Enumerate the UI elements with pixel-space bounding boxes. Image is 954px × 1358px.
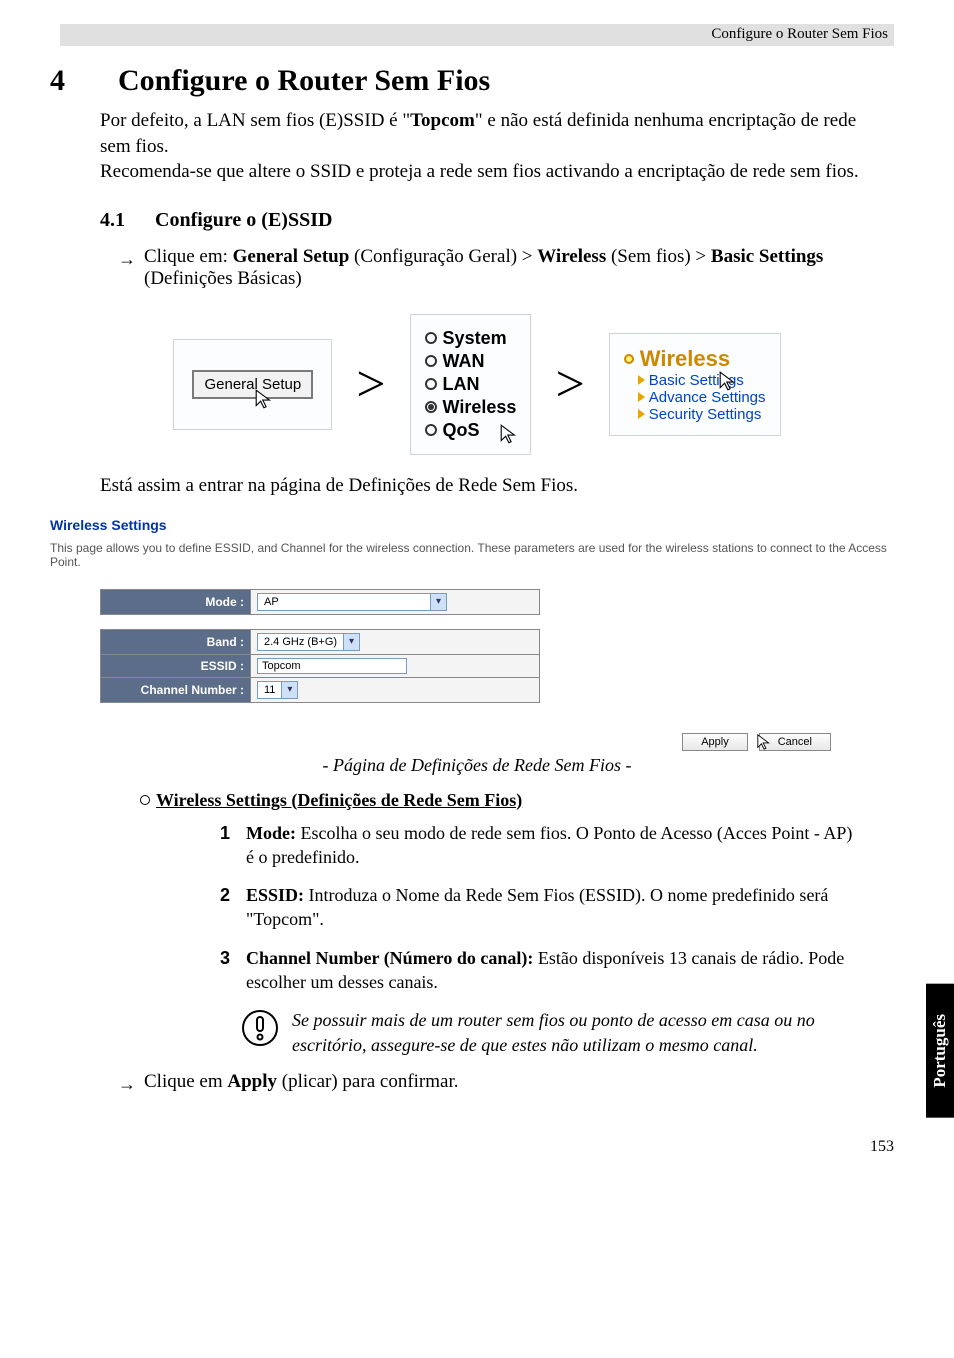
header-bar: Configure o Router Sem Fios — [60, 24, 894, 46]
menu-wan[interactable]: WAN — [425, 350, 517, 373]
bullet-icon — [624, 354, 634, 364]
radio-icon — [425, 355, 437, 367]
section-number: 4 — [50, 64, 90, 98]
steps-list: Mode: Escolha o seu modo de rede sem fio… — [220, 821, 854, 995]
subsection-title: Configure o (E)SSID — [155, 209, 332, 232]
nav-panel-2: System WAN LAN Wireless QoS — [410, 314, 532, 455]
nav-panel-1: General Setup — [173, 339, 332, 430]
chevron-down-icon: ▾ — [343, 634, 359, 650]
radio-selected-icon — [425, 401, 437, 413]
cursor-icon — [756, 733, 774, 751]
navigation-figure: General Setup > System WAN LAN Wireless … — [40, 314, 914, 455]
mode-label: Mode : — [101, 589, 251, 614]
ws-settings-table: Band : 2.4 GHz (B+G)▾ ESSID : Topcom Cha… — [100, 629, 540, 703]
apply-instruction: → Clique em Apply (plicar) para confirma… — [118, 1071, 874, 1098]
essid-label: ESSID : — [101, 654, 251, 677]
general-setup-button[interactable]: General Setup — [192, 370, 313, 399]
subsection-heading: 4.1 Configure o (E)SSID — [40, 209, 914, 232]
chevron-icon: > — [549, 355, 590, 414]
triangle-icon — [638, 392, 645, 402]
arrow-icon: → — [118, 246, 136, 273]
channel-label: Channel Number : — [101, 677, 251, 702]
apply-button[interactable]: Apply — [682, 733, 748, 751]
note-text: Se possuir mais de um router sem fios ou… — [292, 1008, 854, 1057]
ws-title: Wireless Settings — [50, 517, 904, 533]
cursor-icon — [718, 370, 740, 392]
ws-mode-table: Mode : AP▾ — [100, 589, 540, 615]
link-security-settings[interactable]: Security Settings — [624, 406, 766, 423]
nav-panel-3: Wireless Basic Settings Advance Settings… — [609, 333, 781, 436]
intro-p2: Recomenda-se que altere o SSID e proteja… — [100, 159, 874, 185]
enter-text: Está assim a entrar na página de Definiç… — [100, 473, 874, 499]
step-2: ESSID: Introduza o Nome da Rede Sem Fios… — [220, 883, 854, 932]
header-breadcrumb: Configure o Router Sem Fios — [711, 26, 888, 43]
info-icon — [240, 1008, 280, 1053]
band-label: Band : — [101, 629, 251, 654]
channel-select[interactable]: 11▾ — [257, 681, 298, 699]
link-basic-settings[interactable]: Basic Settings — [624, 372, 766, 389]
intro-p1: Por defeito, a LAN sem fios (E)SSID é "T… — [100, 108, 874, 159]
wireless-heading: Wireless — [624, 346, 766, 372]
triangle-icon — [638, 375, 645, 385]
cursor-icon — [499, 423, 521, 445]
menu-wireless[interactable]: Wireless — [425, 396, 517, 419]
step-1: Mode: Escolha o seu modo de rede sem fio… — [220, 821, 854, 870]
settings-list-heading: Wireless Settings (Definições de Rede Se… — [140, 790, 914, 811]
section-title: Configure o Router Sem Fios — [118, 64, 490, 98]
arrow-icon: → — [118, 1071, 136, 1098]
radio-icon — [425, 424, 437, 436]
mode-select[interactable]: AP▾ — [257, 593, 447, 611]
band-select[interactable]: 2.4 GHz (B+G)▾ — [257, 633, 360, 651]
link-advance-settings[interactable]: Advance Settings — [624, 389, 766, 406]
click-path: → Clique em: General Setup (Configuração… — [118, 246, 874, 290]
chevron-down-icon: ▾ — [281, 682, 297, 698]
ws-description: This page allows you to define ESSID, an… — [50, 541, 904, 569]
menu-lan[interactable]: LAN — [425, 373, 517, 396]
subsection-number: 4.1 — [100, 209, 125, 232]
language-tab: Português — [926, 984, 954, 1118]
essid-input[interactable]: Topcom — [257, 658, 407, 674]
chevron-icon: > — [350, 355, 391, 414]
step-3: Channel Number (Número do canal): Estão … — [220, 946, 854, 995]
menu-system[interactable]: System — [425, 327, 517, 350]
section-heading: 4 Configure o Router Sem Fios — [40, 64, 914, 98]
button-row: Apply Cancel — [40, 727, 854, 751]
chevron-down-icon: ▾ — [430, 594, 446, 610]
page-number: 153 — [0, 1138, 894, 1156]
wireless-settings-screenshot: Wireless Settings This page allows you t… — [50, 517, 904, 703]
radio-icon — [425, 332, 437, 344]
radio-icon — [425, 378, 437, 390]
triangle-icon — [638, 409, 645, 419]
cursor-icon — [254, 388, 276, 410]
figure-caption: - Página de Definições de Rede Sem Fios … — [40, 755, 914, 776]
note-block: Se possuir mais de um router sem fios ou… — [240, 1008, 854, 1057]
circle-icon — [140, 795, 150, 805]
